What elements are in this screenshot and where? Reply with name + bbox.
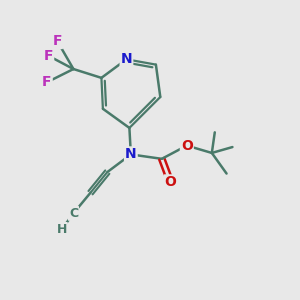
Text: O: O xyxy=(181,139,193,153)
Text: N: N xyxy=(121,52,132,66)
Text: H: H xyxy=(56,223,67,236)
Text: C: C xyxy=(69,207,78,220)
Text: N: N xyxy=(125,147,137,161)
Text: F: F xyxy=(44,49,53,63)
Text: F: F xyxy=(52,34,62,48)
Text: F: F xyxy=(42,75,52,89)
Text: O: O xyxy=(165,176,176,189)
